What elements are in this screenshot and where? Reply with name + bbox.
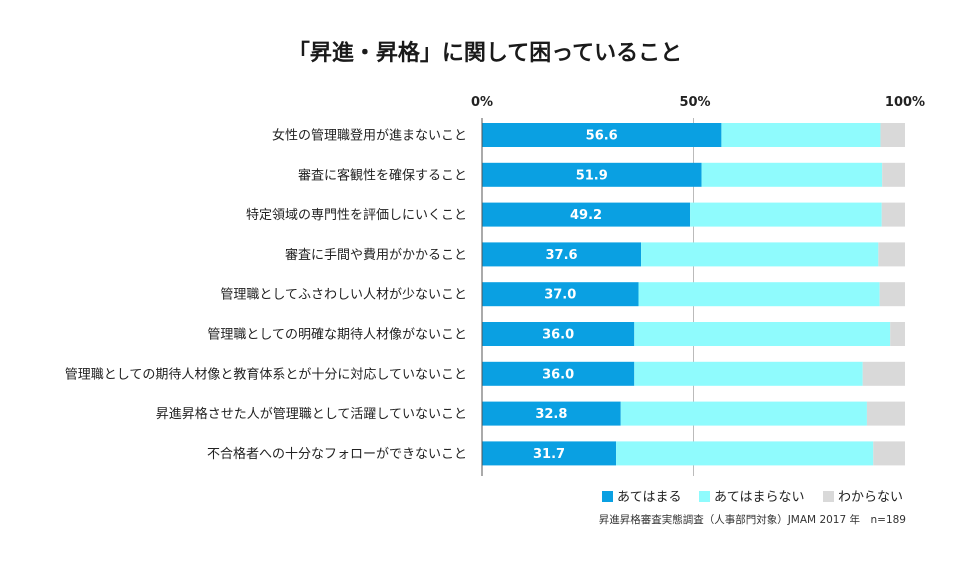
- bar-6-series-1: [634, 361, 863, 386]
- category-label-1: 審査に客観性を確保すること: [298, 167, 467, 183]
- bar-1-series-2: [882, 162, 905, 187]
- bar-8-series-0: [482, 441, 617, 466]
- bar-2-series-1: [690, 202, 882, 227]
- x-tick-100: 100%: [885, 95, 925, 110]
- category-labels: 女性の管理職登用が進まないこと審査に客観性を確保すること特定領域の専門性を評価し…: [65, 128, 467, 462]
- value-label-4: 37.0: [544, 288, 576, 303]
- bar-0-series-0: [482, 123, 722, 147]
- bar-7-series-1: [620, 401, 867, 426]
- category-label-7: 昇進昇格させた人が管理職として活躍していないこと: [156, 406, 467, 422]
- category-label-3: 審査に手間や費用がかかること: [285, 248, 467, 263]
- bar-3-series-2: [878, 242, 905, 267]
- legend-swatch-2: [823, 491, 834, 502]
- category-label-0: 女性の管理職登用が進まないこと: [272, 128, 467, 144]
- value-label-5: 36.0: [542, 328, 574, 343]
- x-tick-50: 50%: [679, 95, 710, 110]
- category-label-2: 特定領域の専門性を評価しにいくこと: [246, 207, 467, 223]
- legend-swatch-1: [699, 491, 710, 502]
- bar-1-series-1: [701, 162, 883, 187]
- category-label-4: 管理職としてふさわしい人材が少ないこと: [220, 288, 467, 303]
- value-label-0: 56.6: [586, 129, 618, 144]
- bar-0-series-1: [721, 123, 881, 147]
- bar-4-series-2: [879, 282, 905, 307]
- bar-2-series-2: [881, 202, 905, 227]
- x-axis-ticks: 0% 50% 100%: [471, 95, 925, 110]
- category-label-6: 管理職としての期待人材像と教育体系とが十分に対応していないこと: [65, 366, 467, 382]
- bar-6-series-2: [862, 361, 905, 386]
- value-label-3: 37.6: [545, 248, 577, 263]
- bar-3-series-0: [482, 242, 642, 267]
- value-label-6: 36.0: [542, 367, 574, 382]
- category-label-5: 管理職としての明確な期待人材像がないこと: [207, 327, 467, 343]
- legend-swatch-0: [602, 491, 613, 502]
- bar-8-series-1: [616, 441, 874, 466]
- value-label-7: 32.8: [535, 407, 567, 422]
- x-tick-0: 0%: [471, 95, 493, 110]
- legend-label-2: わからない: [838, 490, 903, 505]
- bar-5-series-2: [890, 322, 905, 346]
- bar-6-series-0: [482, 361, 635, 386]
- bar-4-series-0: [482, 282, 639, 307]
- bar-3-series-1: [641, 242, 879, 267]
- legend: あてはまる あてはまらない わからない: [602, 490, 903, 505]
- bar-0-series-2: [880, 123, 905, 147]
- legend-label-1: あてはまらない: [714, 490, 804, 505]
- value-labels: 56.6 51.9 49.2 37.6 37.0 36.0 36.0 32.8 31.7: [533, 129, 618, 462]
- bar-8-series-2: [873, 441, 905, 466]
- bars: [482, 123, 905, 466]
- value-label-8: 31.7: [533, 447, 565, 462]
- source-note: 昇進昇格審査実態調査（人事部門対象）JMAM 2017 年 n=189: [599, 513, 906, 526]
- bar-5-series-0: [482, 322, 635, 346]
- bar-7-series-2: [866, 401, 905, 426]
- bar-5-series-1: [634, 322, 891, 346]
- value-label-2: 49.2: [570, 208, 602, 223]
- value-label-1: 51.9: [576, 168, 608, 183]
- legend-label-0: あてはまる: [617, 490, 681, 505]
- bar-7-series-0: [482, 401, 621, 426]
- category-label-8: 不合格者への十分なフォローができないこと: [207, 446, 467, 462]
- bar-4-series-1: [638, 282, 880, 307]
- bar-1-series-0: [482, 162, 702, 187]
- chart-title: 「昇進・昇格」に関して困っていること: [288, 40, 682, 66]
- bar-2-series-0: [482, 202, 691, 227]
